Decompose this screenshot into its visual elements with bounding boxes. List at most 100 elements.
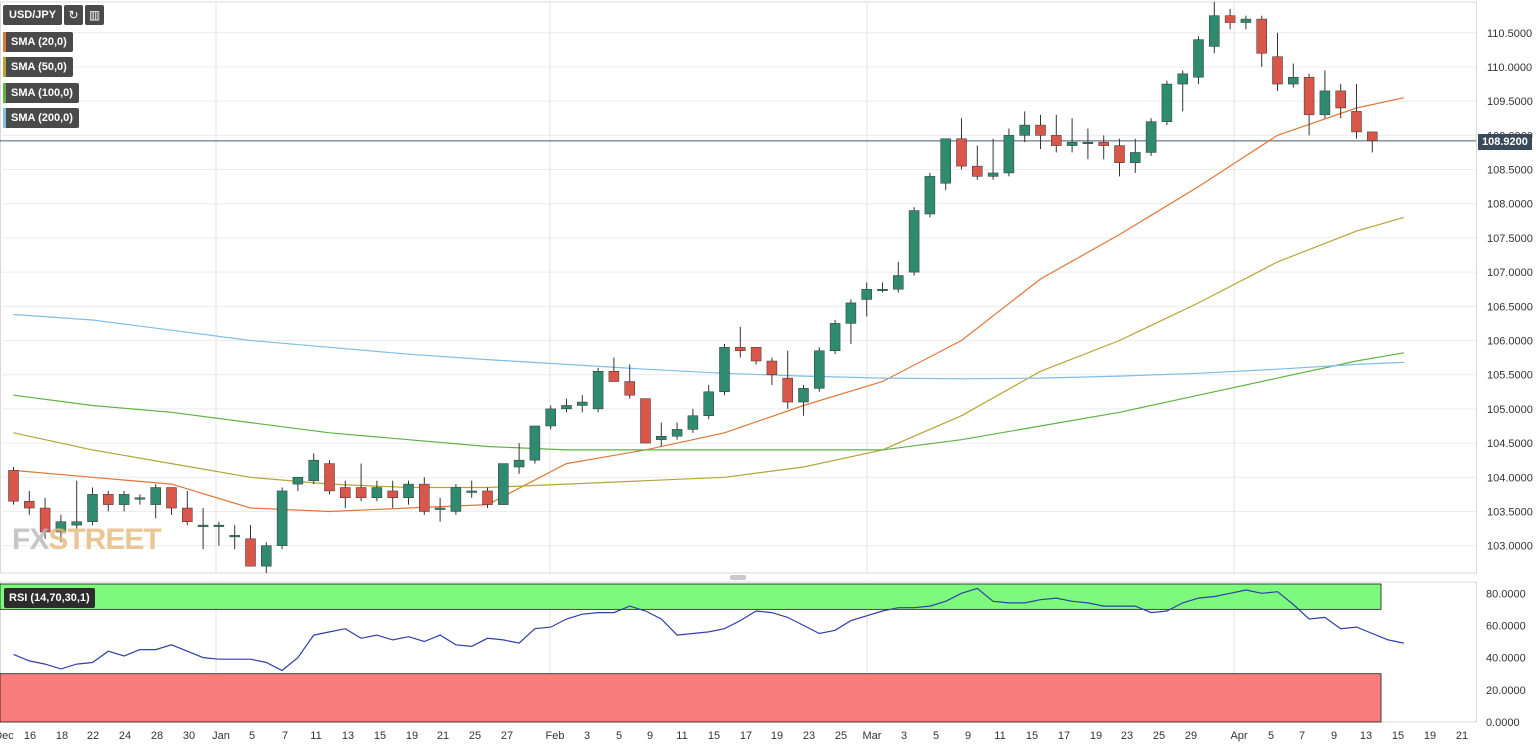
candle-body [972, 165, 983, 177]
rsi-tick-label: 80.0000 [1486, 588, 1526, 600]
indicator-sma-100[interactable]: SMA (100,0) [3, 83, 79, 103]
rsi-line [13, 587, 1405, 672]
candle-body [482, 490, 493, 505]
candle-body [1003, 135, 1015, 174]
date-tick-label: 22 [87, 730, 99, 742]
sma-50-swatch [3, 57, 6, 77]
candle [1161, 80, 1173, 126]
candle [735, 326, 746, 358]
date-tick-label: 13 [1360, 730, 1372, 742]
date-tick-label: 17 [740, 730, 752, 742]
candle-body [1066, 141, 1078, 146]
candle [1209, 2, 1220, 54]
candle [150, 484, 161, 519]
candle-body [814, 350, 825, 389]
candle-body [261, 545, 272, 567]
date-tick-label: 5 [933, 730, 939, 742]
candle [1240, 15, 1252, 30]
indicator-label: SMA (100,0) [11, 87, 73, 99]
indicator-sma-20[interactable]: SMA (20,0) [3, 32, 73, 52]
axes: 110.5000110.0000109.5000109.0000108.5000… [0, 28, 1533, 742]
sma-200-swatch [3, 108, 6, 128]
candle [561, 398, 572, 413]
date-tick-label: 11 [994, 730, 1005, 742]
candle-body [39, 507, 51, 533]
candle [466, 480, 477, 498]
date-tick-label: 5 [249, 730, 255, 742]
date-tick-label: 9 [965, 730, 971, 742]
chart-settings-icon[interactable]: ▥ [85, 5, 105, 25]
candle-body [292, 477, 304, 485]
candle-body [1193, 39, 1204, 78]
date-tick-label: 18 [56, 730, 68, 742]
candle-body [403, 483, 414, 499]
pane-resize-handle[interactable] [730, 575, 746, 580]
watermark-street: STREET [48, 523, 161, 556]
indicator-sma-50[interactable]: SMA (50,0) [3, 57, 73, 77]
candle-body [798, 388, 809, 403]
candle [482, 487, 493, 509]
candle-body [419, 483, 430, 512]
symbol-button[interactable]: USD/JPY [3, 5, 63, 25]
candle-body [24, 500, 35, 509]
rsi-tick-label: 60.0000 [1486, 620, 1526, 632]
indicator-label: SMA (200,0) [11, 112, 73, 124]
candle [213, 521, 225, 546]
price-tick-label: 110.0000 [1487, 62, 1532, 74]
candle [24, 490, 35, 515]
candle-body [1224, 15, 1236, 23]
date-tick-label: 19 [1090, 730, 1102, 742]
candle [1145, 118, 1157, 156]
candle [55, 514, 67, 543]
candle [624, 364, 635, 399]
candle [987, 138, 999, 180]
candle-body [608, 371, 620, 382]
price-tick-label: 104.5000 [1487, 438, 1533, 450]
candle [245, 525, 256, 567]
candle-body [656, 435, 667, 440]
candle [1193, 36, 1204, 85]
candle [1177, 70, 1188, 112]
candle-body [1098, 141, 1109, 146]
rsi-oversold-zone [0, 673, 1382, 723]
candle-body [861, 288, 872, 300]
rsi-overbought-zone [0, 583, 1382, 610]
date-tick-label: 3 [901, 730, 907, 742]
sma-20-swatch [3, 32, 6, 52]
price-pane-border [0, 1, 1477, 574]
candle-body [87, 494, 98, 522]
price-tick-label: 105.0000 [1487, 404, 1533, 416]
candle [1082, 128, 1094, 160]
candle [814, 347, 825, 392]
candle-body [750, 347, 762, 362]
candle-body [1114, 145, 1125, 163]
indicator-label: SMA (50,0) [11, 61, 67, 73]
date-tick-label: 15 [1392, 730, 1404, 742]
price-tick-label: 103.0000 [1487, 541, 1533, 553]
date-tick-label: 25 [469, 730, 481, 742]
indicator-sma-200[interactable]: SMA (200,0) [3, 108, 79, 128]
candle-body [182, 507, 193, 522]
sma-line-100 [13, 352, 1405, 451]
refresh-icon[interactable]: ↻ [64, 5, 84, 25]
candle-body [213, 524, 225, 527]
candle-body [1051, 135, 1062, 146]
rsi-tick-label: 40.0000 [1486, 653, 1526, 665]
candle [529, 425, 541, 464]
date-tick-label: 19 [1424, 730, 1436, 742]
date-tick-label: 21 [437, 730, 449, 742]
rsi-tick-label: 20.0000 [1486, 685, 1526, 697]
candle-body [624, 381, 635, 396]
candle-body [276, 490, 288, 546]
candle-body [987, 172, 999, 177]
candle-body [8, 470, 19, 502]
candles [8, 2, 1378, 573]
date-tick-label: 7 [282, 730, 288, 742]
candle [940, 138, 951, 191]
rsi-indicator-label[interactable]: RSI (14,70,30,1) [4, 588, 95, 608]
candle-body [466, 490, 477, 493]
candle [118, 490, 130, 512]
date-tick-label: 21 [1456, 730, 1468, 742]
candle [403, 480, 414, 505]
